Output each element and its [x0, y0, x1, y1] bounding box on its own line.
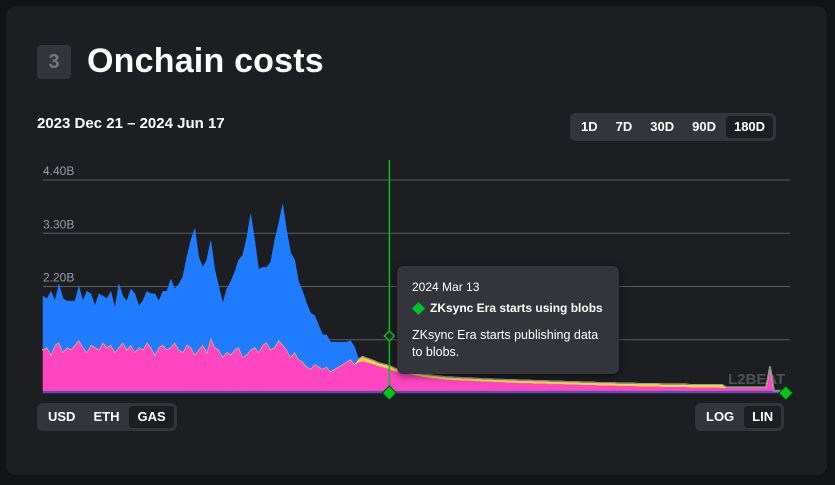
section-title: Onchain costs	[87, 42, 324, 80]
scale-log-button[interactable]: LOG	[706, 409, 735, 424]
range-30d-button[interactable]: 30D	[650, 119, 675, 134]
tooltip-description: ZKsync Era starts publishing data to blo…	[412, 328, 599, 359]
section-number-badge: 3	[37, 45, 71, 79]
event-hover-dot	[383, 329, 396, 343]
y-tick-label: 2.20B	[43, 271, 74, 285]
event-marker[interactable]	[381, 385, 398, 401]
scale-lin-button[interactable]: LIN	[744, 406, 782, 428]
event-diamond-icon	[412, 301, 425, 315]
tooltip-event-label: ZKsync Era starts using blobs	[430, 301, 603, 315]
y-tick-label: 4.40B	[43, 164, 74, 178]
tooltip-date: 2024 Mar 13	[412, 280, 480, 294]
time-range-selector: 1D 7D 30D 90D 180D	[570, 113, 777, 141]
unit-selector: USD ETH GAS	[37, 403, 177, 431]
unit-eth-button[interactable]: ETH	[93, 409, 120, 424]
range-90d-button[interactable]: 90D	[692, 119, 716, 134]
unit-usd-button[interactable]: USD	[48, 409, 76, 424]
l2beat-watermark: L2BEAT	[728, 371, 785, 388]
unit-gas-button[interactable]: GAS	[129, 406, 174, 428]
onchain-costs-card	[6, 6, 827, 475]
scale-selector: LOG LIN	[695, 403, 785, 431]
date-range-label: 2023 Dec 21 – 2024 Jun 17	[37, 115, 225, 132]
y-tick-label: 3.30B	[43, 217, 74, 231]
event-tooltip: 2024 Mar 13 ZKsync Era starts using blob…	[397, 266, 619, 374]
range-7d-button[interactable]: 7D	[615, 119, 633, 134]
range-180d-button[interactable]: 180D	[725, 116, 774, 138]
range-1d-button[interactable]: 1D	[581, 119, 598, 134]
series-area-overhead	[42, 390, 791, 394]
event-marker[interactable]	[778, 385, 794, 401]
tooltip-event: ZKsync Era starts using blobs	[412, 301, 603, 315]
